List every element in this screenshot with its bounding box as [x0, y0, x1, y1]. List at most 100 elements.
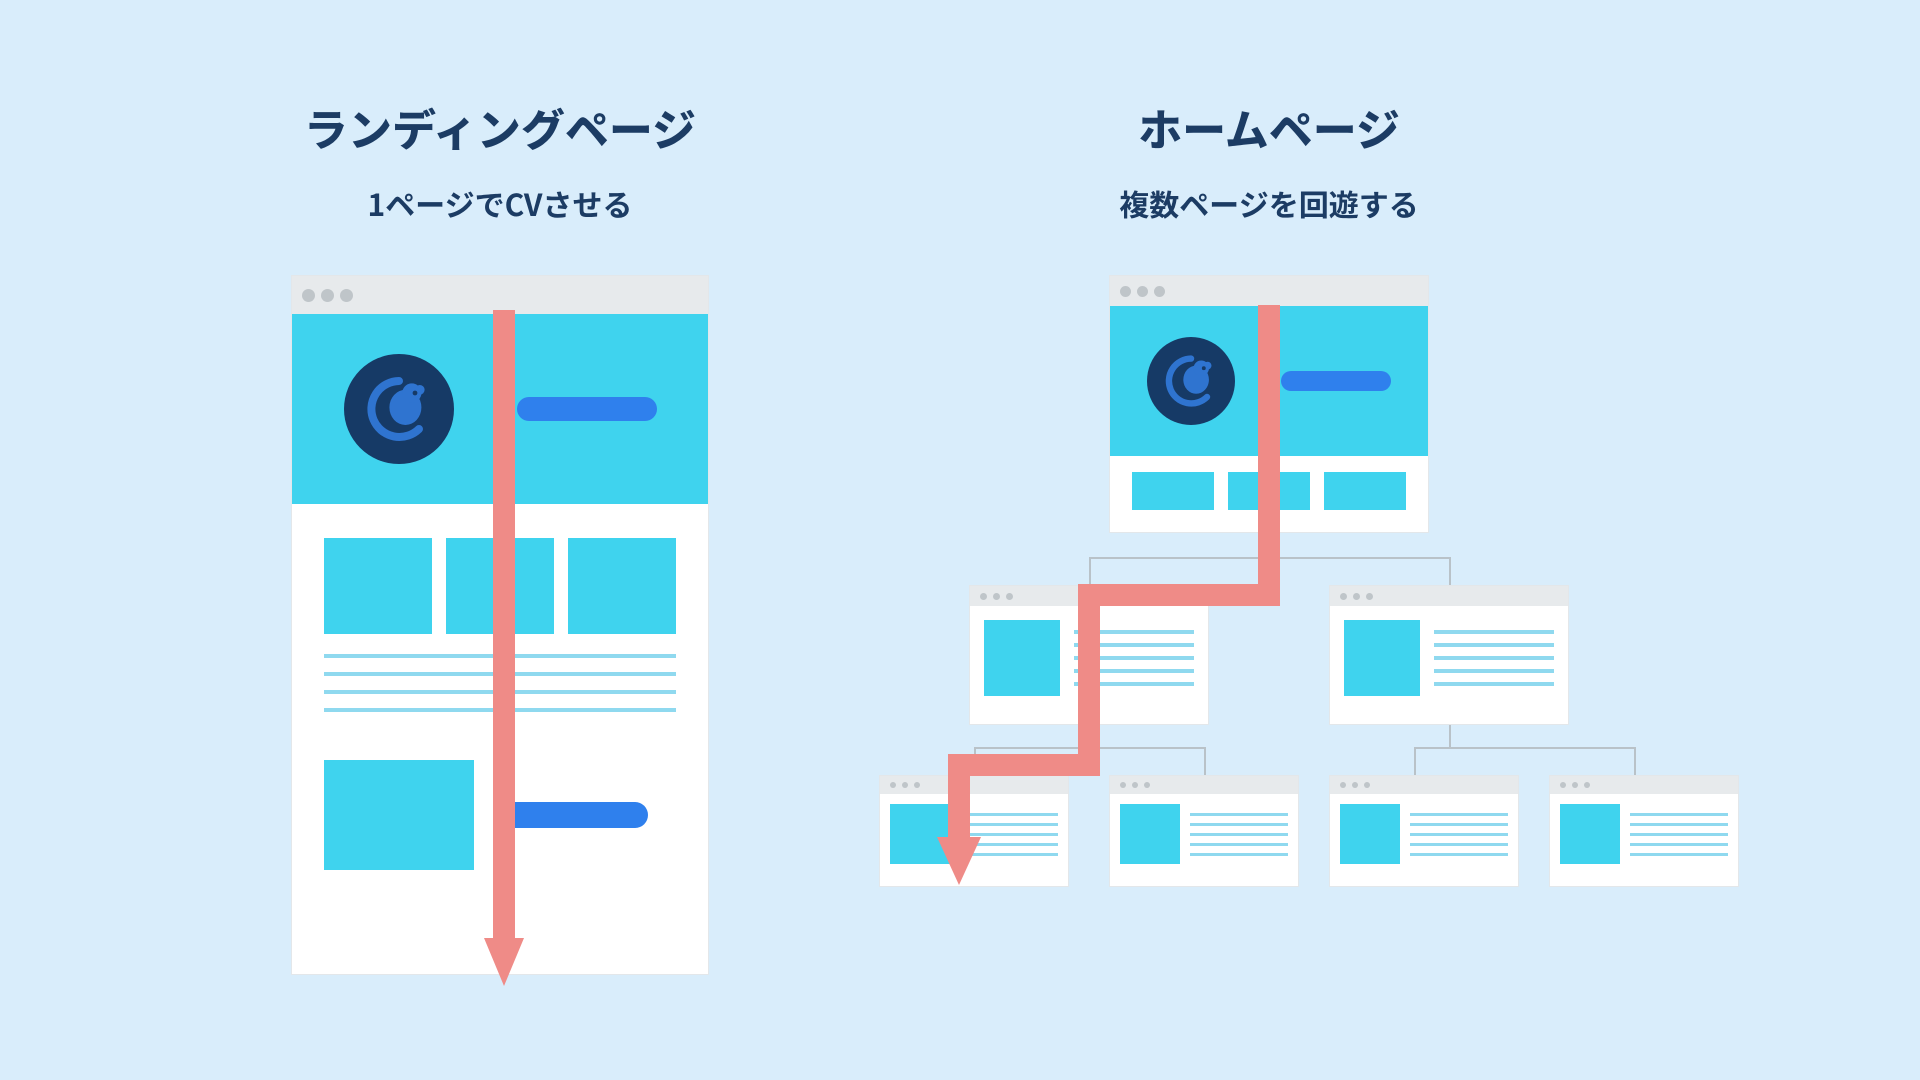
- text-line: [960, 853, 1058, 856]
- text-line: [1630, 843, 1728, 846]
- connector-line: [974, 747, 976, 775]
- browser-chrome: [1330, 586, 1568, 606]
- connector-line: [1268, 533, 1270, 557]
- connector-line: [1204, 747, 1206, 775]
- text-line: [1630, 853, 1728, 856]
- text-line: [1190, 843, 1288, 846]
- subpage-mock: [969, 585, 1209, 725]
- thumb-block: [1340, 804, 1400, 864]
- text-line: [1630, 813, 1728, 816]
- text-lines: [1074, 620, 1194, 696]
- connector-line: [1089, 557, 1449, 559]
- window-dot-icon: [1366, 593, 1373, 600]
- window-dot-icon: [902, 782, 908, 788]
- text-line: [1190, 853, 1288, 856]
- text-lines: [324, 654, 676, 712]
- browser-chrome: [292, 276, 708, 314]
- thumb-block: [890, 804, 950, 864]
- window-dot-icon: [1154, 286, 1165, 297]
- leafpage-body: [1550, 794, 1738, 874]
- nav-block: [1324, 472, 1406, 510]
- window-dot-icon: [1340, 782, 1346, 788]
- connector-line: [974, 747, 1204, 749]
- cta-bar: [1281, 371, 1391, 391]
- text-lines: [960, 804, 1058, 864]
- text-line: [960, 843, 1058, 846]
- text-line: [960, 833, 1058, 836]
- window-dot-icon: [1144, 782, 1150, 788]
- text-line: [1190, 823, 1288, 826]
- text-lines: [1434, 620, 1554, 696]
- browser-chrome: [1330, 776, 1518, 794]
- hero-section: [292, 314, 708, 504]
- connector-line: [1414, 747, 1634, 749]
- leafpage-mock: [1109, 775, 1299, 887]
- text-line: [1434, 643, 1554, 647]
- monkey-logo-icon: [1159, 349, 1223, 413]
- text-line: [1074, 656, 1194, 660]
- connector-line: [1089, 557, 1091, 585]
- connector-line: [1449, 557, 1451, 585]
- text-lines: [1190, 804, 1288, 864]
- landing-column: ランディングページ 1ページでCVさせる: [291, 95, 709, 1080]
- window-dot-icon: [993, 593, 1000, 600]
- logo-badge: [344, 354, 454, 464]
- window-dot-icon: [1584, 782, 1590, 788]
- connector-line: [1414, 747, 1416, 775]
- window-dot-icon: [302, 289, 315, 302]
- text-line: [1074, 643, 1194, 647]
- window-dot-icon: [1353, 593, 1360, 600]
- text-line: [1074, 682, 1194, 686]
- canvas: ランディングページ 1ページでCVさせる: [0, 0, 1920, 1080]
- connector-line: [1449, 725, 1451, 747]
- window-dot-icon: [1572, 782, 1578, 788]
- text-line: [324, 708, 676, 712]
- nav-block: [1228, 472, 1310, 510]
- thumb-block: [324, 760, 474, 870]
- cta-bar: [498, 802, 648, 828]
- homepage-title: ホームページ: [1138, 95, 1400, 159]
- thumb-block: [984, 620, 1060, 696]
- connector-line: [1634, 747, 1636, 775]
- text-line: [1434, 630, 1554, 634]
- nav-block: [1132, 472, 1214, 510]
- window-dot-icon: [1132, 782, 1138, 788]
- connector-line: [1089, 725, 1091, 747]
- landing-subtitle: 1ページでCVさせる: [368, 181, 633, 225]
- hero-section: [1110, 306, 1428, 456]
- browser-chrome: [1110, 776, 1298, 794]
- text-line: [1074, 669, 1194, 673]
- browser-chrome: [1110, 276, 1428, 306]
- monkey-logo-icon: [359, 369, 439, 449]
- text-line: [1434, 656, 1554, 660]
- text-lines: [1410, 804, 1508, 864]
- cta-section: [292, 734, 708, 896]
- window-dot-icon: [1120, 782, 1126, 788]
- landing-browser-mock: [291, 275, 709, 975]
- text-line: [1434, 669, 1554, 673]
- window-dot-icon: [1137, 286, 1148, 297]
- landing-title: ランディングページ: [304, 95, 696, 159]
- leafpage-body: [1330, 794, 1518, 874]
- leafpage-mock: [879, 775, 1069, 887]
- text-line: [1074, 630, 1194, 634]
- thumb-row: [324, 538, 676, 634]
- thumb-block: [1560, 804, 1620, 864]
- subpage-body: [1330, 606, 1568, 710]
- text-lines: [1630, 804, 1728, 864]
- text-line: [1630, 833, 1728, 836]
- window-dot-icon: [1560, 782, 1566, 788]
- text-line: [324, 690, 676, 694]
- window-dot-icon: [1006, 593, 1013, 600]
- thumb-block: [1344, 620, 1420, 696]
- text-line: [1410, 853, 1508, 856]
- browser-chrome: [880, 776, 1068, 794]
- window-dot-icon: [340, 289, 353, 302]
- browser-chrome: [1550, 776, 1738, 794]
- window-dot-icon: [914, 782, 920, 788]
- window-dot-icon: [1364, 782, 1370, 788]
- thumb-block: [324, 538, 432, 634]
- leafpage-body: [880, 794, 1068, 874]
- text-line: [1410, 813, 1508, 816]
- homepage-subtitle: 複数ページを回遊する: [1119, 181, 1418, 225]
